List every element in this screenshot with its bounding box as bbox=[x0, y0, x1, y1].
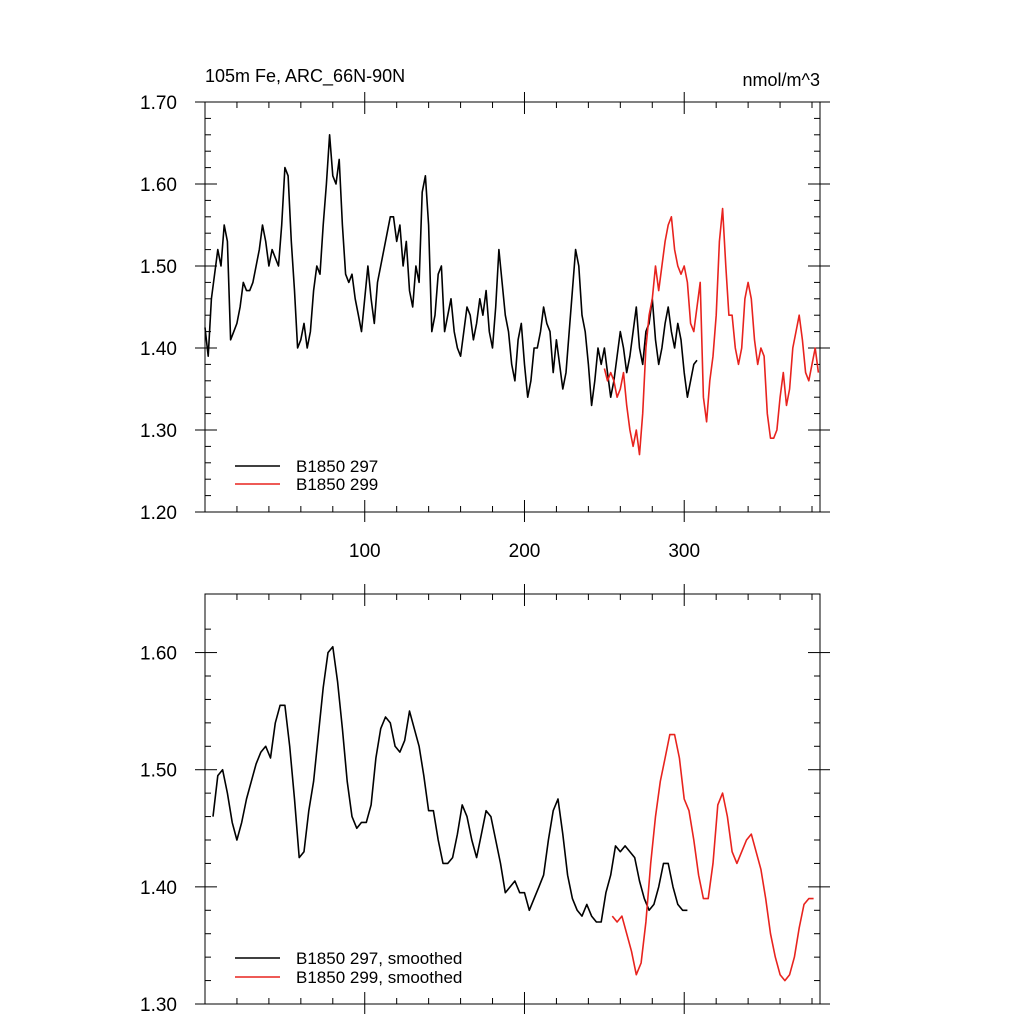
bottom-ticks: 1.30 1.40 1.50 1.60 bbox=[140, 584, 830, 1016]
legend-label: B1850 297 bbox=[296, 457, 378, 476]
y-tick-label: 1.50 bbox=[140, 761, 177, 782]
series-line-1 bbox=[212, 645, 688, 923]
y-tick-label: 1.30 bbox=[140, 421, 177, 442]
series-line-2 bbox=[611, 733, 814, 982]
x-tick-label: 100 bbox=[349, 541, 381, 562]
legend-label: B1850 299 bbox=[296, 475, 378, 494]
legend-label: B1850 299, smoothed bbox=[296, 968, 462, 987]
x-tick-label: 200 bbox=[509, 541, 541, 562]
bottom-plot-frame bbox=[204, 593, 821, 1005]
top-series-lines bbox=[204, 134, 820, 456]
series-line-2 bbox=[603, 207, 820, 456]
y-tick-label: 1.60 bbox=[140, 175, 177, 196]
bottom-panel: 1.30 1.40 1.50 1.60 B1850 297, smoothedB185… bbox=[140, 584, 830, 1016]
chart-title: 105m Fe, ARC_66N-90N bbox=[205, 66, 405, 87]
y-tick-label: 1.60 bbox=[140, 644, 177, 665]
y-tick-label: 1.70 bbox=[140, 93, 177, 114]
y-tick-label: 1.20 bbox=[140, 503, 177, 524]
y-tick-label: 1.40 bbox=[140, 878, 177, 899]
series-line-1 bbox=[204, 134, 698, 407]
units-label: nmol/m^3 bbox=[743, 70, 820, 90]
x-tick-label: 300 bbox=[668, 541, 700, 562]
y-tick-label: 1.30 bbox=[140, 995, 177, 1016]
legend-label: B1850 297, smoothed bbox=[296, 949, 462, 968]
y-tick-label: 1.50 bbox=[140, 257, 177, 278]
y-tick-label: 1.40 bbox=[140, 339, 177, 360]
top-panel: 105m Fe, ARC_66N-90N nmol/m^3 100 200 3001… bbox=[140, 66, 830, 562]
top-plot-frame bbox=[204, 101, 821, 513]
top-ticks: 100 200 300 1.20 1.30 1.40 1.50 1.60 1.70 bbox=[140, 92, 830, 562]
bottom-series-lines bbox=[212, 645, 814, 982]
